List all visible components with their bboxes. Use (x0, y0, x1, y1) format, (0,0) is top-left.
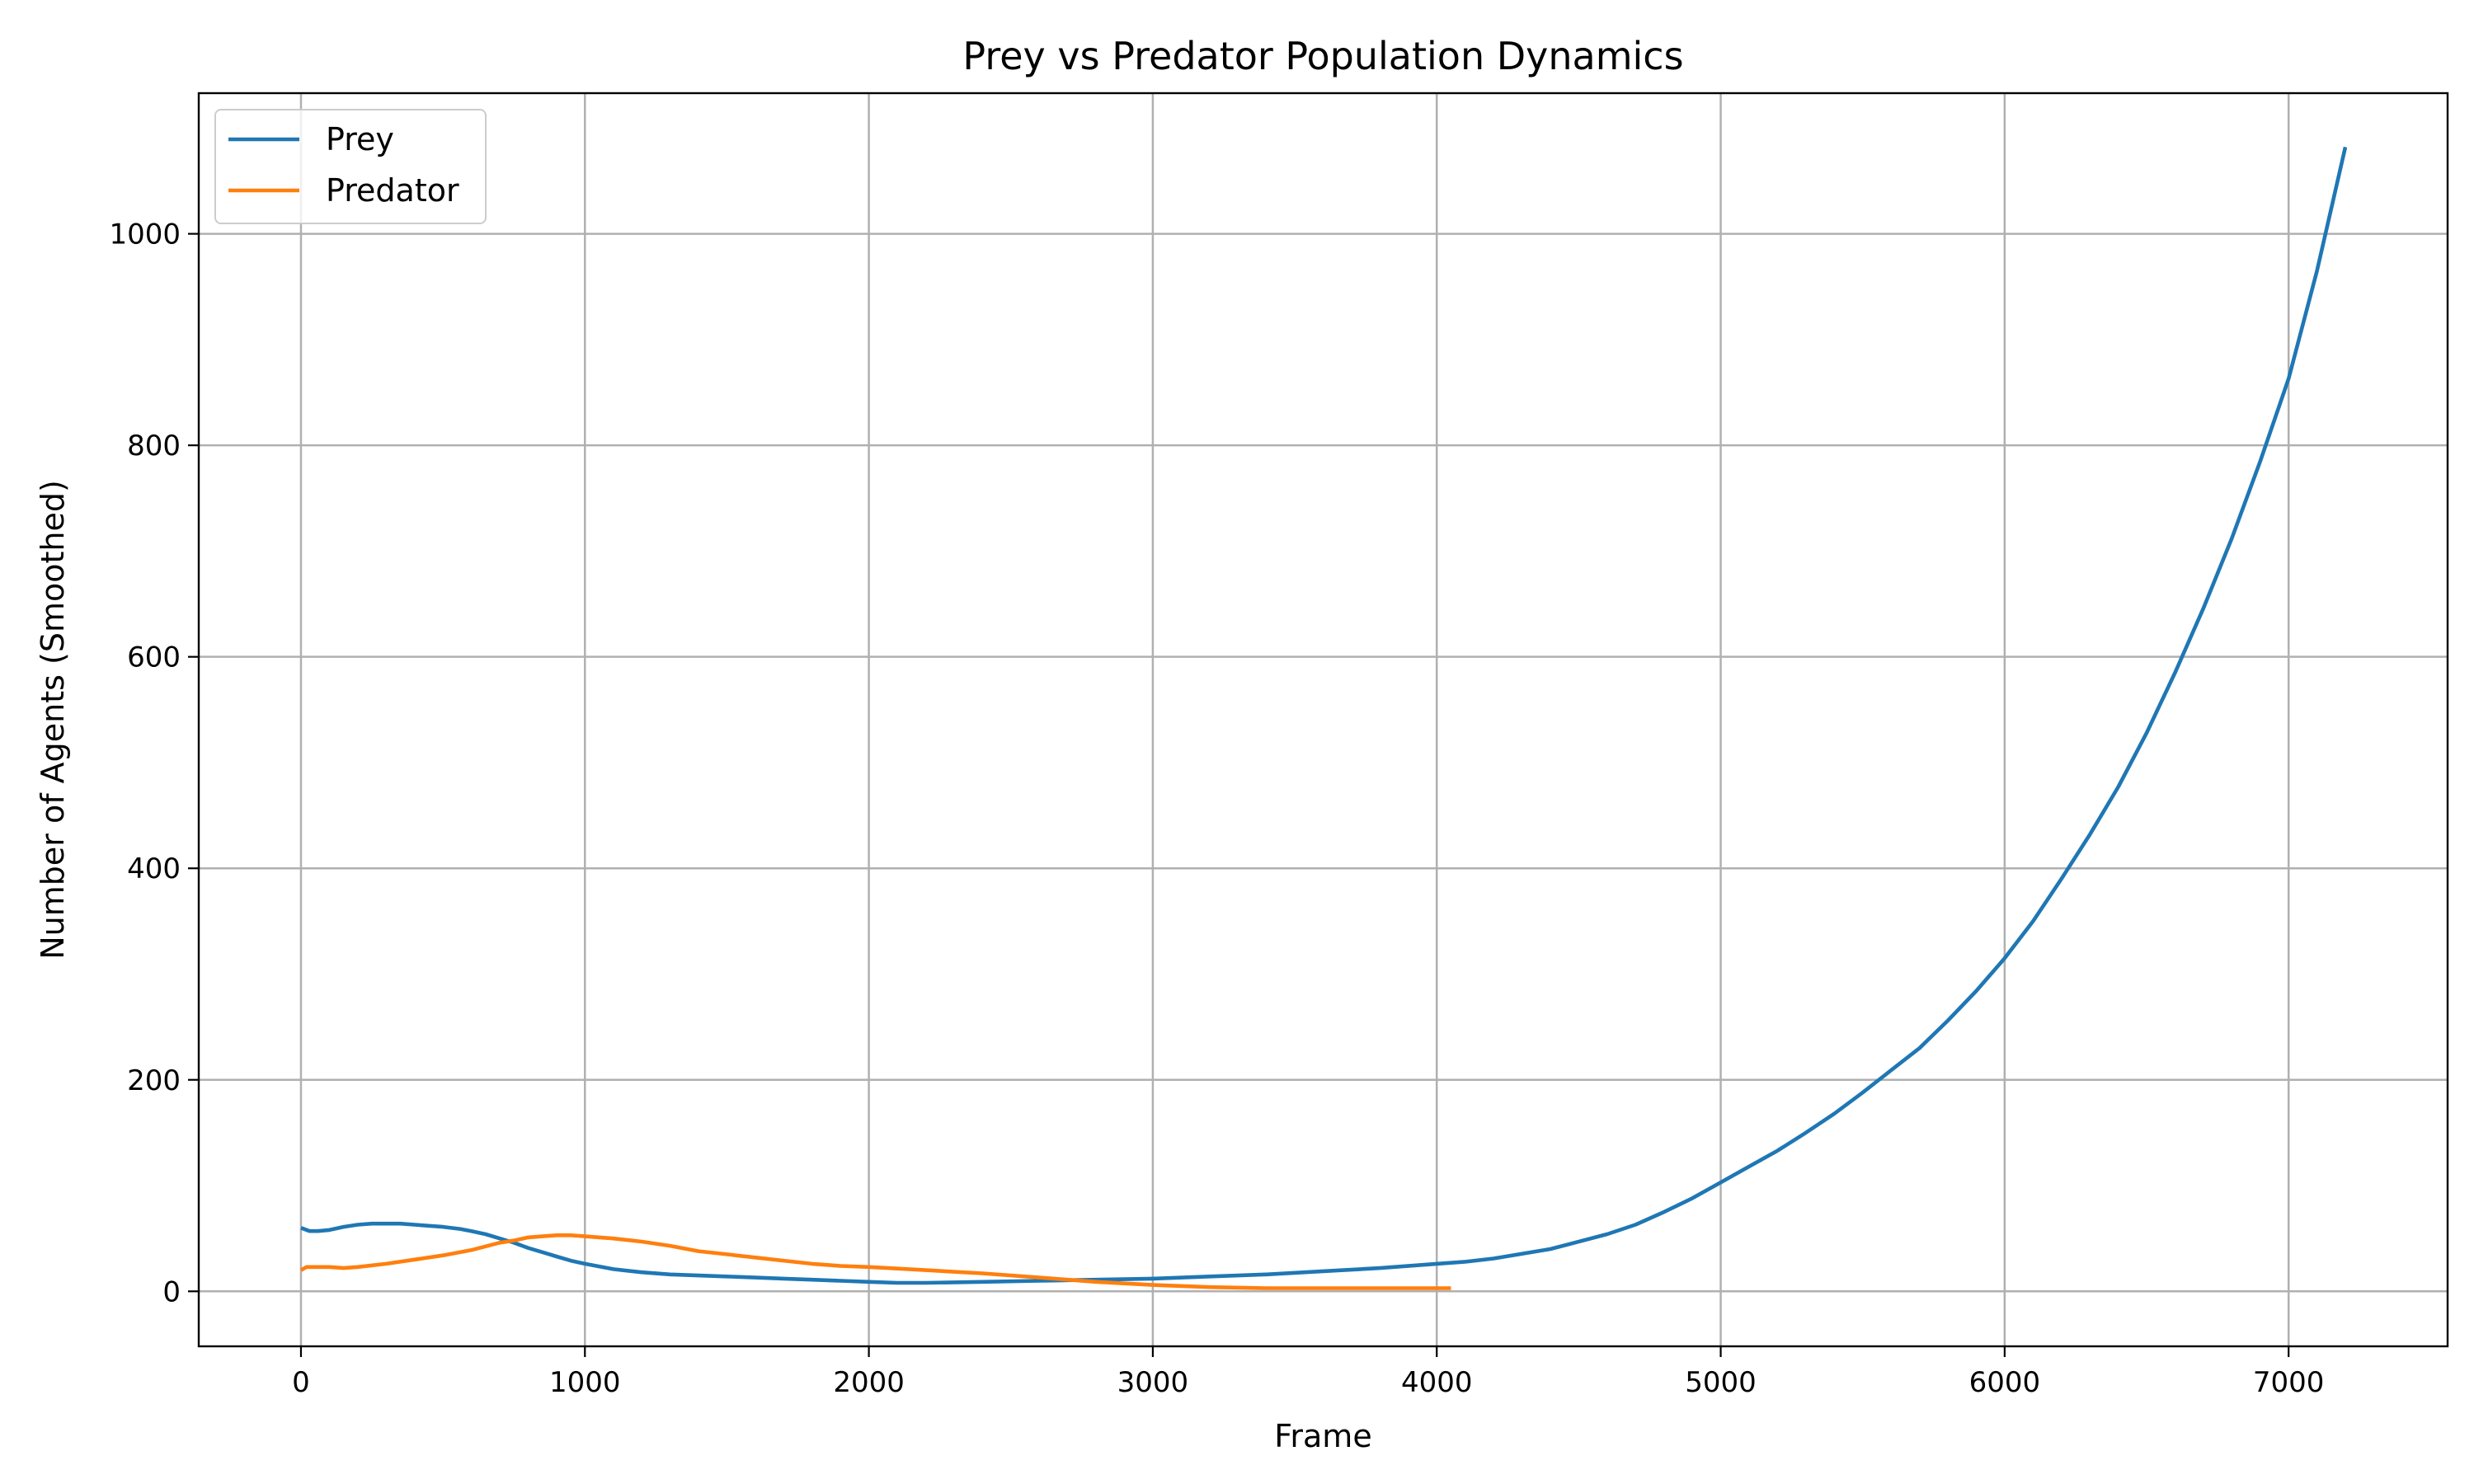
x-tick-label: 6000 (1969, 1366, 2041, 1399)
series-layer (299, 146, 2348, 1290)
legend: Prey Predator (214, 109, 487, 224)
y-tick-label: 400 (127, 852, 181, 885)
chart-title: Prey vs Predator Population Dynamics (962, 34, 1683, 78)
x-tick-label: 0 (292, 1366, 310, 1399)
series-line-predator (299, 1233, 1451, 1290)
x-tick-label: 5000 (1685, 1366, 1757, 1399)
x-axis-label: Frame (1274, 1418, 1371, 1454)
x-tick-label: 1000 (549, 1366, 621, 1399)
y-tick-label: 600 (127, 641, 181, 674)
legend-label-predator: Predator (326, 172, 459, 209)
y-tick-label: 800 (127, 430, 181, 463)
y-axis-label: Number of Agents (Smoothed) (35, 480, 71, 960)
series-line-prey (300, 146, 2348, 1285)
legend-label-prey: Prey (326, 121, 394, 157)
y-tick-label: 200 (127, 1064, 181, 1097)
grid (199, 93, 2448, 1346)
plot-frame (197, 92, 2449, 1348)
x-tick-label: 3000 (1117, 1366, 1189, 1399)
x-tick-label: 2000 (833, 1366, 905, 1399)
x-tick-label: 7000 (2253, 1366, 2325, 1399)
tick-layer: 0 1000 2000 3000 4000 5000 6000 7000 0 200 400 600 8… (109, 218, 2324, 1399)
y-tick-label: 1000 (109, 218, 181, 251)
y-tick-label: 0 (162, 1275, 181, 1308)
x-tick-label: 4000 (1401, 1366, 1473, 1399)
